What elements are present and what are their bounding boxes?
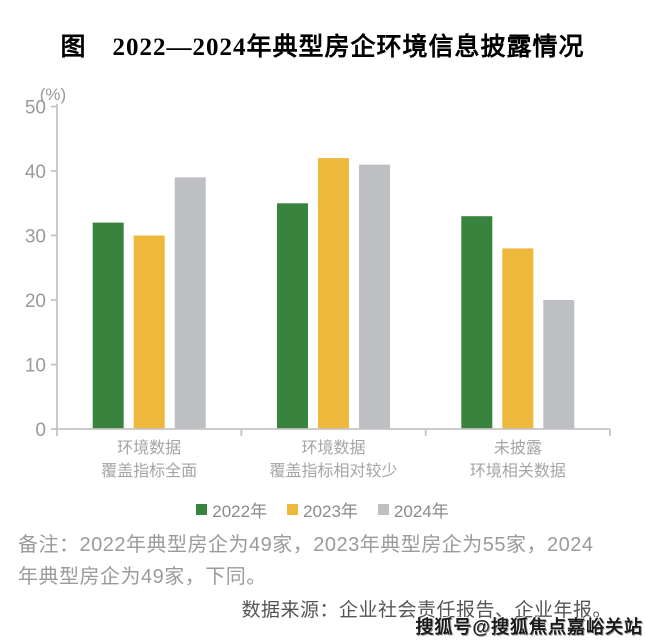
legend-swatch-icon xyxy=(287,504,299,515)
x-category-label-0-line1: 覆盖指标全面 xyxy=(101,462,197,480)
x-category-label-1-line0: 环境数据 xyxy=(301,438,365,457)
bar-2023年-cat0 xyxy=(133,235,165,429)
x-category-label-1-line1: 覆盖指标相对较少 xyxy=(269,462,397,480)
legend-swatch-icon xyxy=(377,504,389,515)
legend-label: 2022年 xyxy=(212,502,268,521)
y-tick-label-20: 20 xyxy=(25,291,46,312)
x-category-label-2-line1: 环境相关数据 xyxy=(470,461,566,480)
x-category-label-0-line0: 环境数据 xyxy=(117,438,181,457)
bar-2022年-cat1 xyxy=(277,203,308,430)
bar-2024年-cat1 xyxy=(359,164,390,429)
bar-2022年-cat2 xyxy=(461,216,493,429)
y-tick-label-30: 30 xyxy=(25,227,46,248)
y-tick-label-10: 10 xyxy=(25,356,46,377)
watermark-text: 搜狐号@搜狐焦点嘉峪关站 xyxy=(415,617,643,637)
chart-legend: 2022年 2023年 2024年 xyxy=(0,497,645,522)
bar-chart: 环境数据覆盖指标全面环境数据覆盖指标相对较少未披露环境相关数据010203040… xyxy=(25,85,611,480)
legend-label: 2024年 xyxy=(393,502,449,521)
note-line-1: 备注：2022年典型房企为49家，2023年典型房企为55家，2024 xyxy=(18,534,594,556)
bar-2023年-cat1 xyxy=(318,158,349,429)
y-tick-label-0: 0 xyxy=(35,420,46,441)
chart-title: 图 2022—2024年典型房企环境信息披露情况 xyxy=(60,34,585,61)
y-tick-label-50: 50 xyxy=(25,98,46,119)
note-line-2: 年典型房企为49家，下同。 xyxy=(18,566,267,588)
y-axis-unit-label: (%) xyxy=(40,85,66,104)
legend-item-2023年: 2023年 xyxy=(287,497,358,522)
legend-item-2024年: 2024年 xyxy=(377,497,449,522)
legend-swatch-icon xyxy=(196,504,208,515)
legend-item-2022年: 2022年 xyxy=(196,497,267,522)
x-category-label-2-line0: 未披露 xyxy=(494,439,542,457)
legend-label: 2023年 xyxy=(303,502,358,521)
data-source-text: 数据来源：企业社会责任报告、企业年报。 xyxy=(241,600,612,621)
bar-2022年-cat0 xyxy=(92,222,124,429)
note-text: 备注：2022年典型房企为49家，2023年典型房企为55家，2024 年典型房… xyxy=(18,529,633,593)
bar-2024年-cat2 xyxy=(543,300,575,429)
bar-2023年-cat2 xyxy=(502,248,534,429)
bar-2024年-cat0 xyxy=(174,177,206,429)
y-tick-label-40: 40 xyxy=(25,162,46,183)
